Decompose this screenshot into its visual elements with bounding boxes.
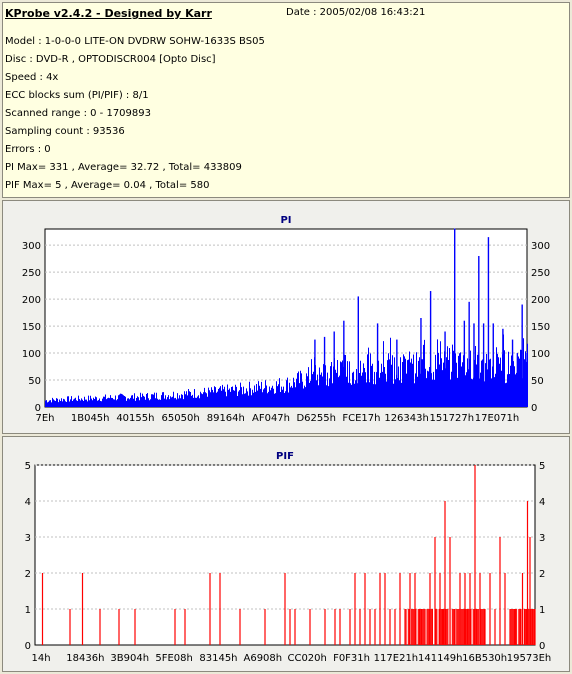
pif-xtick-label: 3B904h [110,653,149,664]
pif-ytick-right: 5 [539,461,545,472]
pif-xtick-label: 5FE08h [155,653,193,664]
pi-ytick-right: 200 [531,295,550,306]
scan-date: Date : 2005/02/08 16:43:21 [286,7,426,18]
pi-ytick-left: 150 [22,322,41,333]
pi-ytick-right: 150 [531,322,550,333]
pi-ytick-right: 50 [531,376,544,387]
pif-chart-title: PIF [276,451,294,462]
pif-xtick-label: 18436h [66,653,104,664]
info-panel: KProbe v2.4.2 - Designed by Karr Date : … [2,2,570,198]
pi-xtick-label: 17E071h [475,413,519,424]
pi-ytick-left: 0 [35,403,41,414]
pi-xtick-label: 7Eh [35,413,54,424]
pif-xtick-label: 16B530h [462,653,507,664]
info-line-errors: Errors : 0 [5,144,51,155]
pi-xtick-label: 1B045h [71,413,110,424]
pif-ytick-right: 0 [539,641,545,652]
pif-ytick-right: 1 [539,605,545,616]
pi-ytick-right: 300 [531,241,550,252]
info-line-ecc: ECC blocks sum (PI/PIF) : 8/1 [5,90,149,101]
info-line-pi: PI Max= 331 , Average= 32.72 , Total= 43… [5,162,242,173]
pif-ytick-left: 3 [25,533,31,544]
pif-ytick-left: 0 [25,641,31,652]
pi-chart-title: PI [280,215,291,226]
pif-xtick-label: 19573Eh [507,653,551,664]
pi-ytick-right: 100 [531,349,550,360]
pif-chart: PIF 0 0 1 1 2 2 3 3 4 4 5 5 14h 18436h 3B904h 5FE08h 8314… [25,451,552,664]
pi-ytick-left: 50 [28,376,41,387]
info-line-range: Scanned range : 0 - 1709893 [5,108,151,119]
pi-xtick-label: D6255h [296,413,336,424]
app-title: KProbe v2.4.2 - Designed by Karr [5,7,212,20]
pif-ytick-right: 4 [539,497,545,508]
pi-xtick-label: AF047h [252,413,290,424]
pi-xtick-label: 151727h [430,413,475,424]
pi-xtick-label: 40155h [116,413,154,424]
pif-xtick-label: A6908h [243,653,282,664]
info-line-disc: Disc : DVD-R , OPTODISCR004 [Opto Disc] [5,54,216,65]
pi-xtick-label: 89164h [207,413,245,424]
pif-xtick-label: 83145h [199,653,237,664]
pi-ytick-left: 200 [22,295,41,306]
info-line-speed: Speed : 4x [5,72,59,83]
pif-xtick-label: 141149h [418,653,463,664]
info-line-sampling: Sampling count : 93536 [5,126,125,137]
pif-xtick-label: F0F31h [333,653,370,664]
pi-xtick-label: 65050h [162,413,200,424]
pi-ytick-right: 250 [531,268,550,279]
pif-ytick-left: 5 [25,461,31,472]
pi-ytick-left: 100 [22,349,41,360]
pif-xtick-label: 14h [31,653,50,664]
pif-ytick-right: 3 [539,533,545,544]
pif-chart-panel: PIF 0 0 1 1 2 2 3 3 4 4 5 5 14h 18436h 3B904h 5FE08h 8314… [2,436,570,672]
pi-ytick-right: 0 [531,403,537,414]
info-line-pif: PIF Max= 5 , Average= 0.04 , Total= 580 [5,180,210,191]
pif-ytick-left: 4 [25,497,31,508]
pi-chart-panel: PI 0 0 50 50 100 100 150 150 200 200 250 250 300 300 7E… [2,200,570,434]
pif-ytick-left: 1 [25,605,31,616]
pif-ytick-right: 2 [539,569,545,580]
pif-xtick-label: CC020h [287,653,326,664]
pi-xtick-label: 126343h [384,413,429,424]
pif-xtick-label: 117E21h [374,653,418,664]
info-line-model: Model : 1-0-0-0 LITE-ON DVDRW SOHW-1633S… [5,36,265,47]
pi-xtick-label: FCE17h [342,413,380,424]
pif-ytick-left: 2 [25,569,31,580]
pi-ytick-left: 250 [22,268,41,279]
pi-ytick-left: 300 [22,241,41,252]
pi-chart: PI 0 0 50 50 100 100 150 150 200 200 250 250 300 300 7E… [22,215,550,424]
